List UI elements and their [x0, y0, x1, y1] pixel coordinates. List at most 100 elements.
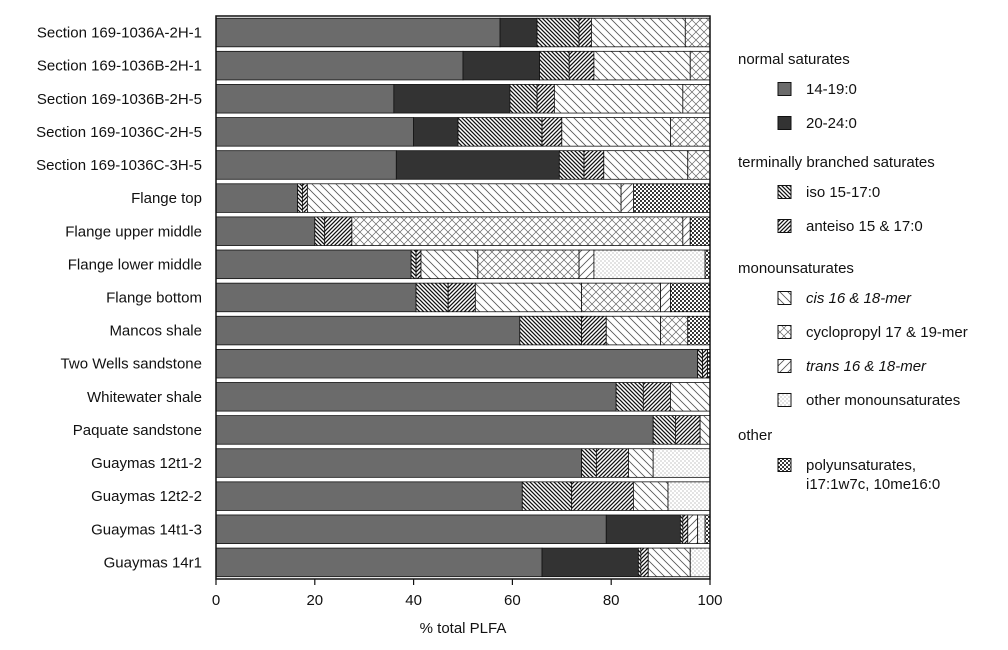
- bar-segment-16-4: [647, 547, 691, 578]
- bar-segment-9-4: [605, 315, 662, 346]
- bar-segment-10-3: [702, 348, 708, 379]
- bar-segment-4-3: [583, 150, 605, 180]
- category-label: Whitewater shale: [87, 389, 202, 406]
- bar-segment-4-0: [215, 150, 397, 180]
- legend-swatch: [777, 82, 792, 96]
- bar-segment-3-0: [215, 117, 415, 147]
- category-label: Section 169-1036B-2H-5: [37, 91, 202, 108]
- plot-frame: [215, 15, 711, 580]
- bar-segment-12-0: [215, 415, 654, 445]
- bar-segment-12-4: [699, 415, 711, 445]
- bar-segment-6-8: [689, 216, 711, 246]
- bar-segment-0-0: [215, 17, 501, 48]
- bar-segment-15-3: [682, 514, 689, 544]
- bar-segment-12-3: [675, 415, 701, 445]
- bar-segment-1-5: [689, 50, 711, 81]
- bar-segment-9-5: [660, 315, 689, 346]
- legend-swatch: [777, 393, 792, 407]
- category-label: Guaymas 14r1: [104, 554, 202, 571]
- bar-segment-4-4: [603, 150, 689, 180]
- bar-segment-7-7: [593, 249, 706, 280]
- legend-swatch: [777, 325, 792, 339]
- bar-segment-1-4: [593, 50, 691, 81]
- category-label: Paquate sandstone: [73, 422, 202, 439]
- x-tick-label: 40: [405, 592, 422, 609]
- bar-segment-8-3: [447, 282, 476, 313]
- bar-segment-16-7: [689, 547, 711, 578]
- bar-segment-13-3: [595, 448, 629, 478]
- bar-segment-16-1: [541, 547, 639, 578]
- bar-segment-8-2: [415, 282, 449, 313]
- category-label: Section 169-1036A-2H-1: [37, 25, 202, 42]
- bar-segment-1-0: [215, 50, 464, 81]
- category-label: Mancos shale: [109, 323, 202, 340]
- bar-segment-2-4: [553, 84, 684, 114]
- bar-segment-10-0: [215, 348, 699, 379]
- category-label: Two Wells sandstone: [61, 356, 202, 373]
- bar-segment-16-3: [640, 547, 649, 578]
- bar-segment-5-4: [306, 183, 622, 213]
- legend-item-label: cyclopropyl 17 & 19-mer: [806, 324, 968, 341]
- bar-segment-9-2: [519, 315, 582, 346]
- legend-swatch: [777, 219, 792, 233]
- bar-segment-5-8: [633, 183, 711, 213]
- x-axis: 0 20 40 60 80 100: [212, 579, 723, 609]
- bar-segment-15-1: [605, 514, 681, 544]
- bar-segment-8-0: [215, 282, 417, 313]
- bar-segment-6-0: [215, 216, 316, 246]
- x-tick-label: 20: [306, 592, 323, 609]
- bar-segment-14-2: [521, 481, 573, 511]
- legend: normal saturates 14-19:0 20-24:0 terminally…: [738, 51, 968, 493]
- category-label: Guaymas 12t2-2: [91, 488, 202, 505]
- bar-segment-7-2: [410, 249, 417, 280]
- bar-segment-8-5: [581, 282, 661, 313]
- bar-segment-0-1: [499, 17, 538, 48]
- bar-segment-8-8: [670, 282, 711, 313]
- bar-segment-10-2: [697, 348, 703, 379]
- bar-segment-15-7: [697, 514, 706, 544]
- bar-segment-0-3: [578, 17, 592, 48]
- bar-segment-5-0: [215, 183, 298, 213]
- bar-segment-11-0: [215, 382, 617, 412]
- bar-segment-15-6: [687, 514, 699, 544]
- bar-segment-13-2: [581, 448, 597, 478]
- bar-segment-0-4: [591, 17, 686, 48]
- bar-segment-7-5: [477, 249, 580, 280]
- legend-item-label: 14-19:0: [806, 81, 857, 98]
- category-label: Flange lower middle: [68, 256, 202, 273]
- bar-segment-5-6: [620, 183, 634, 213]
- bar-segment-7-6: [578, 249, 595, 280]
- bar-segment-6-5: [351, 216, 684, 246]
- category-label: Section 169-1036B-2H-1: [37, 58, 202, 75]
- bar-segment-5-2: [297, 183, 303, 213]
- legend-item-label: polyunsaturates, i17:1w7c, 10me16:0: [806, 457, 940, 493]
- legend-group-title: other: [738, 427, 772, 444]
- bar-segment-3-2: [457, 117, 543, 147]
- bar-segment-2-5: [682, 84, 711, 114]
- bar-segment-3-3: [541, 117, 563, 147]
- legend-swatch: [777, 291, 792, 305]
- bar-segment-7-4: [420, 249, 479, 280]
- legend-swatch: [777, 116, 792, 130]
- bar-segment-4-5: [687, 150, 711, 180]
- bar-segment-14-3: [571, 481, 634, 511]
- bar-segment-6-3: [324, 216, 353, 246]
- bar-segment-6-6: [682, 216, 691, 246]
- bar-segment-6-2: [314, 216, 326, 246]
- bar-segment-1-3: [568, 50, 595, 81]
- legend-item-label: iso 15-17:0: [806, 184, 880, 201]
- bar-segment-2-3: [536, 84, 555, 114]
- category-label: Guaymas 14t1-3: [91, 521, 202, 538]
- bar-segment-7-0: [215, 249, 412, 280]
- category-label: Flange top: [131, 190, 202, 207]
- x-tick-label: 0: [212, 592, 220, 609]
- x-tick-label: 80: [603, 592, 620, 609]
- bar-segment-7-3: [415, 249, 422, 280]
- bar-segment-3-5: [670, 117, 711, 147]
- bar-segment-4-1: [395, 150, 560, 180]
- bar-segment-0-2: [536, 17, 580, 48]
- bar-segment-3-1: [413, 117, 459, 147]
- legend-group-title: monounsaturates: [738, 260, 854, 277]
- bar-segment-13-0: [215, 448, 582, 478]
